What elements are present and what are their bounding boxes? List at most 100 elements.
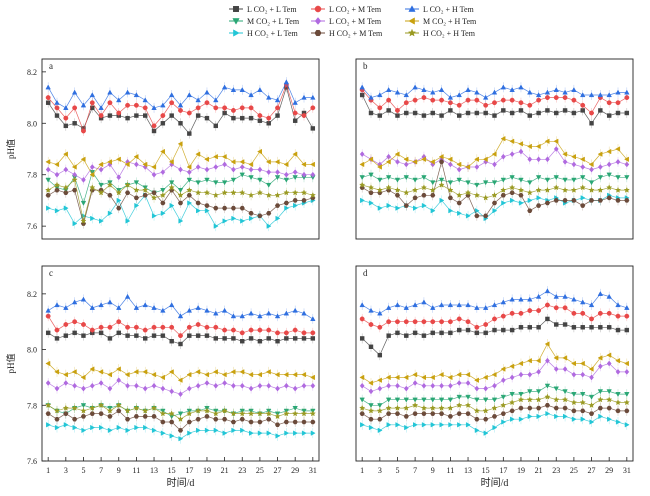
data-point bbox=[438, 302, 445, 308]
data-point bbox=[151, 164, 157, 170]
data-point bbox=[300, 189, 308, 196]
data-point bbox=[107, 371, 113, 378]
data-point bbox=[385, 175, 392, 181]
data-point bbox=[195, 97, 201, 103]
data-point bbox=[221, 180, 228, 186]
data-point bbox=[526, 189, 533, 196]
data-point bbox=[213, 123, 218, 129]
data-point bbox=[518, 108, 524, 113]
data-point bbox=[491, 397, 498, 403]
data-point bbox=[606, 405, 612, 411]
data-point bbox=[624, 422, 630, 428]
data-point bbox=[624, 408, 630, 414]
data-point bbox=[160, 121, 166, 126]
data-point bbox=[360, 197, 365, 204]
data-point bbox=[624, 313, 630, 319]
series-5 bbox=[45, 375, 316, 400]
data-point bbox=[562, 389, 568, 395]
data-point bbox=[553, 138, 559, 145]
data-point bbox=[580, 310, 586, 316]
data-point bbox=[248, 310, 254, 316]
data-point bbox=[195, 113, 201, 118]
y-axis-label: pH值 bbox=[5, 354, 16, 374]
data-point bbox=[395, 319, 400, 325]
data-point bbox=[377, 205, 383, 211]
data-point bbox=[492, 100, 497, 106]
data-point bbox=[81, 128, 86, 134]
data-point bbox=[456, 302, 462, 308]
data-point bbox=[72, 416, 78, 422]
data-point bbox=[274, 191, 281, 198]
data-point bbox=[527, 180, 533, 186]
data-point bbox=[266, 327, 272, 333]
data-point bbox=[178, 391, 183, 398]
series-7 bbox=[360, 408, 630, 439]
x-tick-label: 25 bbox=[570, 466, 578, 475]
data-point bbox=[222, 205, 228, 211]
data-point bbox=[500, 411, 506, 416]
data-point bbox=[527, 413, 533, 420]
data-point bbox=[482, 397, 489, 403]
data-point bbox=[597, 151, 603, 157]
data-point bbox=[395, 330, 400, 336]
data-point bbox=[151, 213, 157, 219]
data-point bbox=[221, 189, 228, 196]
data-point bbox=[151, 333, 157, 338]
data-point bbox=[561, 186, 569, 193]
data-point bbox=[394, 89, 401, 95]
data-point bbox=[133, 404, 140, 411]
data-point bbox=[517, 396, 525, 403]
data-point bbox=[301, 330, 307, 336]
data-point bbox=[456, 200, 462, 206]
data-point bbox=[597, 198, 603, 203]
data-point bbox=[239, 159, 245, 165]
data-point bbox=[72, 220, 78, 227]
data-point bbox=[248, 215, 254, 222]
data-point bbox=[368, 322, 374, 327]
x-tick-label: 21 bbox=[221, 466, 229, 475]
data-point bbox=[412, 84, 418, 90]
data-point bbox=[359, 382, 365, 389]
data-point bbox=[615, 198, 621, 203]
series-9 bbox=[359, 180, 630, 203]
data-point bbox=[204, 414, 210, 419]
x-tick-label: 15 bbox=[168, 466, 176, 475]
data-point bbox=[301, 113, 307, 119]
data-point bbox=[143, 113, 148, 118]
data-point bbox=[447, 302, 454, 308]
data-point bbox=[624, 360, 629, 367]
data-point bbox=[265, 182, 272, 188]
data-point bbox=[212, 153, 218, 160]
series-6 bbox=[45, 358, 315, 386]
data-point bbox=[63, 371, 68, 378]
data-point bbox=[589, 374, 594, 381]
data-point bbox=[615, 302, 621, 308]
data-point bbox=[230, 107, 236, 113]
data-point bbox=[89, 171, 95, 178]
data-point bbox=[447, 404, 454, 411]
data-point bbox=[133, 180, 140, 186]
data-point bbox=[386, 108, 391, 113]
data-point bbox=[310, 126, 316, 131]
data-point bbox=[310, 430, 316, 436]
data-point bbox=[580, 371, 586, 378]
data-point bbox=[134, 333, 139, 338]
data-point bbox=[598, 413, 604, 420]
data-point bbox=[411, 401, 419, 408]
x-tick-label: 9 bbox=[431, 466, 435, 475]
data-point bbox=[257, 177, 263, 183]
data-point bbox=[72, 121, 77, 126]
data-point bbox=[429, 374, 435, 381]
x-tick-label: 1 bbox=[46, 466, 50, 475]
data-point bbox=[186, 410, 193, 417]
data-point bbox=[527, 325, 532, 330]
data-point bbox=[142, 97, 148, 103]
data-point bbox=[492, 113, 497, 118]
data-point bbox=[545, 410, 551, 417]
data-point bbox=[482, 304, 489, 310]
data-point bbox=[510, 416, 515, 422]
y-tick-label: 8.2 bbox=[27, 68, 37, 77]
legend-marker bbox=[408, 17, 415, 25]
data-point bbox=[589, 419, 595, 425]
data-point bbox=[54, 171, 60, 178]
